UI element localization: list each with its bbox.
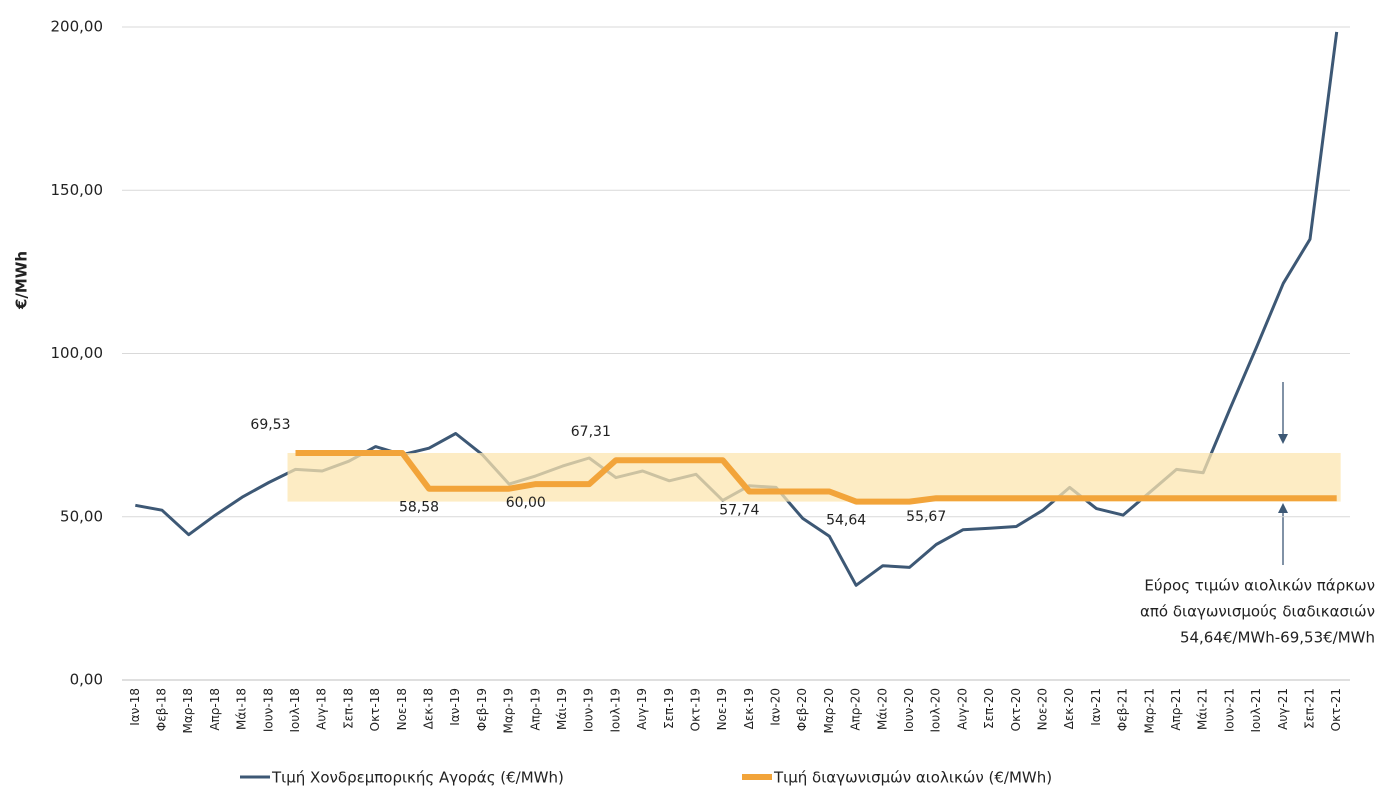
- x-tick-label: Φεβ-21: [1116, 688, 1130, 731]
- arrow-head: [1278, 503, 1288, 513]
- x-tick-label: Απρ-18: [208, 688, 222, 731]
- x-tick-label: Αυγ-21: [1276, 688, 1290, 730]
- x-tick-label: Ιουν-18: [261, 688, 275, 732]
- x-tick-label: Ιαν-19: [448, 688, 462, 726]
- x-tick-label: Οκτ-18: [368, 688, 382, 731]
- x-tick-label: Ιουν-19: [582, 688, 596, 732]
- arrow-head: [1278, 434, 1288, 444]
- x-tick-label: Μαρ-20: [822, 688, 836, 733]
- x-tick-label: Οκτ-21: [1329, 688, 1343, 731]
- x-tick-label: Ιουλ-21: [1249, 688, 1263, 733]
- y-tick-label: 0,00: [70, 671, 103, 689]
- x-tick-label: Ιουλ-18: [288, 688, 302, 733]
- data-label: 55,67: [906, 509, 946, 525]
- x-tick-label: Μαρ-19: [502, 688, 516, 733]
- y-tick-label: 50,00: [60, 507, 103, 525]
- x-tick-label: Μάι-19: [555, 688, 569, 730]
- annotation: 54,64€/MWh-69,53€/MWh: [1180, 629, 1375, 647]
- annotation: Εύρος τιμών αιολικών πάρκων: [1144, 577, 1375, 595]
- x-tick-label: Δεκ-20: [1062, 688, 1076, 729]
- x-tick-label: Αυγ-19: [635, 688, 649, 730]
- data-label: 57,74: [719, 502, 759, 518]
- x-tick-label: Δεκ-19: [742, 688, 756, 729]
- annotation-arrows: [1278, 382, 1288, 565]
- y-tick-label: 150,00: [51, 181, 104, 199]
- x-tick-label: Νοε-18: [395, 688, 409, 730]
- data-label: 67,31: [571, 424, 611, 440]
- x-tick-label: Οκτ-20: [1009, 688, 1023, 731]
- data-label: 58,58: [399, 500, 439, 516]
- x-tick-label: Ιαν-20: [769, 688, 783, 726]
- data-label: 69,53: [250, 417, 290, 433]
- x-tick-label: Μαρ-21: [1142, 688, 1156, 733]
- legend-label: Τιμή διαγωνισμών αιολικών (€/MWh): [773, 769, 1052, 787]
- x-tick-label: Μάι-20: [875, 688, 889, 730]
- x-tick-label: Νοε-19: [715, 688, 729, 730]
- x-tick-label: Σεπ-18: [341, 688, 355, 729]
- x-tick-label: Νοε-20: [1036, 688, 1050, 730]
- annotation: από διαγωνισμούς διαδικασιών: [1140, 603, 1375, 621]
- x-tick-label: Φεβ-20: [795, 688, 809, 731]
- x-tick-label: Ιαν-18: [128, 688, 142, 726]
- x-tick-label: Αυγ-18: [315, 688, 329, 730]
- x-tick-label: Ιουλ-19: [608, 688, 622, 733]
- x-tick-label: Μάι-18: [235, 688, 249, 730]
- data-label: 54,64: [826, 513, 866, 529]
- x-tick-label: Οκτ-19: [688, 688, 702, 731]
- x-tick-label: Σεπ-20: [982, 688, 996, 729]
- x-tick-label: Δεκ-18: [422, 688, 436, 729]
- x-tick-label: Φεβ-18: [155, 688, 169, 731]
- x-tick-label: Ιουν-20: [902, 688, 916, 732]
- x-tick-label: Ιουν-21: [1222, 688, 1236, 732]
- x-tick-label: Σεπ-21: [1302, 688, 1316, 729]
- x-tick-label: Ιαν-21: [1089, 688, 1103, 726]
- x-tick-label: Μαρ-18: [181, 688, 195, 733]
- data-label: 60,00: [506, 495, 546, 511]
- x-tick-label: Μάι-21: [1196, 688, 1210, 730]
- x-tick-label: Αυγ-20: [955, 688, 969, 730]
- x-tick-label: Σεπ-19: [662, 688, 676, 729]
- y-tick-label: 100,00: [51, 344, 104, 362]
- x-tick-label: Απρ-19: [528, 688, 542, 731]
- y-axis-label: €/MWh: [13, 251, 31, 310]
- series-line: [295, 450, 1337, 505]
- x-tick-label: Απρ-21: [1169, 688, 1183, 731]
- y-tick-label: 200,00: [51, 18, 104, 36]
- x-tick-label: Φεβ-19: [475, 688, 489, 731]
- x-tick-label: Ιουλ-20: [929, 688, 943, 733]
- x-tick-label: Απρ-20: [849, 688, 863, 731]
- legend-label: Τιμή Χονδρεμπορικής Αγοράς (€/MWh): [271, 769, 564, 787]
